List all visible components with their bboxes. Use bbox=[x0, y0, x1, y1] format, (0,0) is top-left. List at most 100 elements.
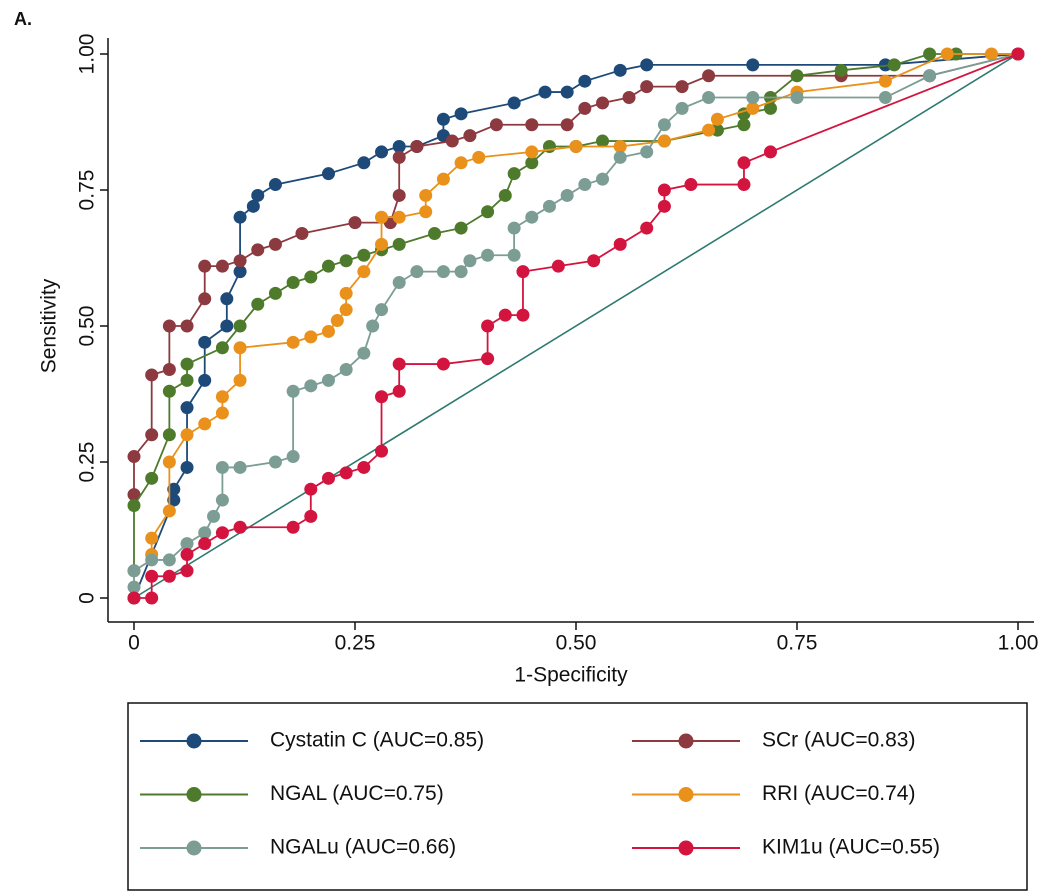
roc-point bbox=[578, 178, 592, 192]
roc-point bbox=[215, 493, 229, 507]
roc-point bbox=[746, 91, 760, 105]
roc-point bbox=[525, 156, 539, 170]
roc-point bbox=[233, 210, 247, 224]
roc-point bbox=[233, 520, 247, 534]
roc-curve bbox=[133, 53, 1019, 495]
roc-point bbox=[375, 444, 389, 458]
roc-point bbox=[180, 373, 194, 387]
roc-point bbox=[127, 580, 141, 594]
roc-point bbox=[525, 118, 539, 132]
roc-point bbox=[286, 450, 300, 464]
roc-point bbox=[746, 58, 760, 72]
roc-point bbox=[878, 74, 892, 88]
legend-marker bbox=[678, 787, 694, 802]
roc-point bbox=[127, 564, 141, 578]
roc-point bbox=[162, 428, 176, 442]
roc-point bbox=[657, 199, 671, 213]
roc-point bbox=[215, 526, 229, 540]
roc-point bbox=[162, 504, 176, 518]
y-tick-label: 0.75 bbox=[76, 170, 99, 211]
roc-point bbox=[145, 531, 159, 545]
roc-point bbox=[180, 319, 194, 333]
roc-point bbox=[613, 139, 627, 153]
roc-point bbox=[392, 357, 406, 371]
roc-point bbox=[551, 259, 565, 273]
legend-marker bbox=[678, 840, 694, 856]
roc-point bbox=[145, 553, 159, 567]
roc-point bbox=[710, 112, 724, 126]
roc-point bbox=[162, 569, 176, 583]
legend-label: NGALu (AUC=0.66) bbox=[270, 836, 456, 859]
roc-point bbox=[167, 482, 181, 496]
roc-point bbox=[295, 227, 309, 241]
roc-point bbox=[246, 199, 260, 213]
roc-point bbox=[392, 237, 406, 251]
roc-point bbox=[436, 112, 450, 126]
roc-point bbox=[127, 499, 141, 513]
roc-point bbox=[436, 172, 450, 186]
roc-point bbox=[268, 286, 282, 300]
roc-point bbox=[640, 221, 654, 235]
roc-point bbox=[887, 58, 901, 72]
roc-point bbox=[198, 373, 212, 387]
roc-point bbox=[207, 509, 221, 523]
roc-point bbox=[233, 460, 247, 474]
roc-point bbox=[233, 341, 247, 355]
roc-point bbox=[339, 303, 353, 317]
roc-point bbox=[392, 188, 406, 202]
roc-point bbox=[657, 183, 671, 197]
legend-marker bbox=[186, 733, 202, 749]
roc-point bbox=[763, 145, 777, 159]
roc-point bbox=[684, 178, 698, 192]
roc-point bbox=[145, 591, 159, 605]
roc-point bbox=[304, 482, 318, 496]
roc-point bbox=[657, 134, 671, 148]
roc-point bbox=[145, 569, 159, 583]
roc-point bbox=[304, 379, 318, 393]
roc-point bbox=[233, 373, 247, 387]
roc-point bbox=[357, 156, 371, 170]
roc-point bbox=[454, 265, 468, 279]
roc-point bbox=[198, 259, 212, 273]
roc-point bbox=[481, 248, 495, 262]
x-tick-label: 0.50 bbox=[556, 632, 597, 655]
roc-point bbox=[220, 292, 234, 306]
roc-point bbox=[339, 286, 353, 300]
roc-point bbox=[162, 553, 176, 567]
roc-point bbox=[1011, 47, 1025, 61]
panel-label: A. bbox=[14, 9, 32, 29]
roc-point bbox=[507, 248, 521, 262]
roc-point bbox=[878, 91, 892, 105]
roc-point bbox=[489, 118, 503, 132]
roc-curve bbox=[150, 53, 1018, 555]
roc-point bbox=[640, 58, 654, 72]
roc-point bbox=[790, 91, 804, 105]
roc-point bbox=[560, 118, 574, 132]
roc-point bbox=[198, 537, 212, 551]
roc-curve bbox=[133, 53, 1019, 588]
roc-point bbox=[702, 123, 716, 137]
roc-point bbox=[198, 417, 212, 431]
roc-point bbox=[180, 547, 194, 561]
roc-point bbox=[737, 156, 751, 170]
roc-point bbox=[498, 308, 512, 322]
legend-marker bbox=[186, 840, 202, 856]
roc-point bbox=[220, 319, 234, 333]
y-tick-label: 1.00 bbox=[76, 34, 99, 75]
roc-point bbox=[366, 319, 380, 333]
roc-point bbox=[286, 384, 300, 398]
roc-point bbox=[375, 303, 389, 317]
x-tick-label: 0 bbox=[128, 632, 140, 655]
roc-point bbox=[198, 335, 212, 349]
legend-marker bbox=[678, 733, 694, 749]
roc-point bbox=[215, 341, 229, 355]
roc-point bbox=[375, 145, 389, 159]
x-tick-label: 1.00 bbox=[998, 632, 1039, 655]
roc-point bbox=[180, 357, 194, 371]
roc-point bbox=[233, 319, 247, 333]
roc-point bbox=[392, 150, 406, 164]
roc-point bbox=[613, 150, 627, 164]
roc-point bbox=[454, 107, 468, 121]
roc-point bbox=[180, 460, 194, 474]
roc-point bbox=[330, 314, 344, 328]
